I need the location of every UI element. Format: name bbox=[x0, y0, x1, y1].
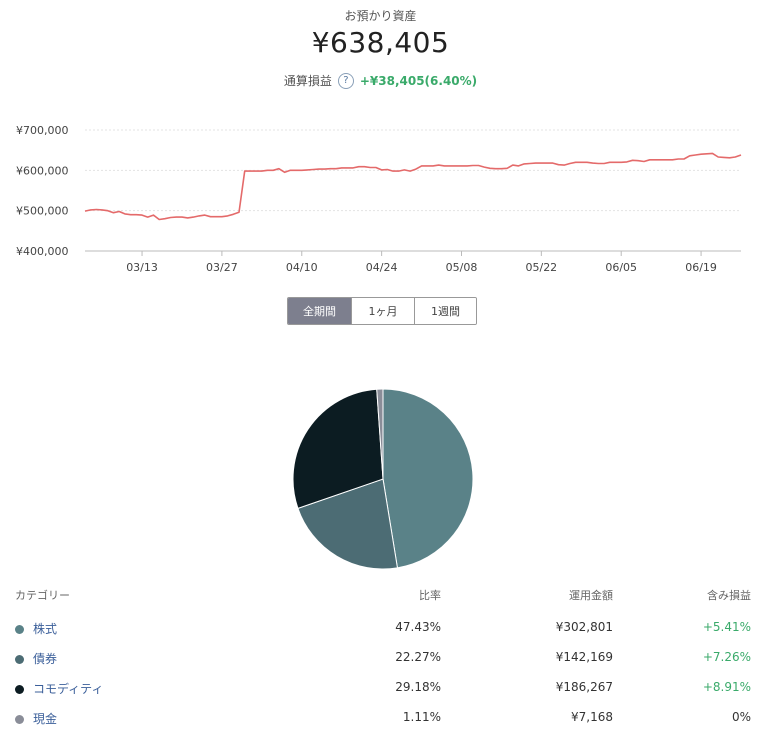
category-link-bonds[interactable]: 債券 bbox=[33, 652, 58, 666]
pl-value: +7.26% bbox=[702, 650, 751, 664]
amount-value: ¥302,801 bbox=[555, 620, 613, 634]
pl-value: +5.41% bbox=[702, 620, 751, 634]
y-tick-label: ¥600,000 bbox=[16, 164, 69, 177]
amount-value: ¥186,267 bbox=[555, 680, 613, 694]
y-tick-label: ¥500,000 bbox=[16, 205, 69, 218]
ratio-value: 29.18% bbox=[395, 680, 441, 694]
y-tick-label: ¥700,000 bbox=[16, 124, 69, 137]
pie-slice bbox=[376, 388, 384, 480]
pie-slice bbox=[292, 388, 384, 510]
x-tick-label: 03/13 bbox=[126, 261, 158, 274]
table-header: カテゴリー 比率 運用金額 含み損益 bbox=[0, 587, 761, 607]
legend-dot bbox=[15, 625, 24, 634]
x-tick-label: 04/10 bbox=[286, 261, 318, 274]
table-row-cash: 現金 1.11% ¥7,168 0% bbox=[0, 710, 761, 740]
x-tick-label: 05/08 bbox=[446, 261, 478, 274]
category-link-cash[interactable]: 現金 bbox=[33, 712, 58, 726]
pie-slice bbox=[382, 388, 474, 569]
col-ratio: 比率 bbox=[419, 589, 441, 602]
x-tick-label: 03/27 bbox=[206, 261, 238, 274]
table-row-stocks: 株式 47.43% ¥302,801 +5.41% bbox=[0, 620, 761, 650]
col-amount: 運用金額 bbox=[569, 589, 613, 602]
x-tick-label: 06/05 bbox=[605, 261, 637, 274]
period-1month-button[interactable]: 1ヶ月 bbox=[351, 298, 414, 324]
col-unrealized-pl: 含み損益 bbox=[707, 589, 751, 602]
allocation-pie-chart bbox=[292, 388, 474, 570]
x-tick-label: 06/19 bbox=[685, 261, 717, 274]
legend-dot bbox=[15, 715, 24, 724]
ratio-value: 1.11% bbox=[402, 710, 441, 724]
total-pl-row: 通算損益 ? +¥38,405(6.40%) bbox=[0, 72, 761, 89]
category-link-stocks[interactable]: 株式 bbox=[33, 622, 58, 636]
pl-value: +8.91% bbox=[702, 680, 751, 694]
total-pl-label: 通算損益 bbox=[283, 74, 332, 88]
period-1week-button[interactable]: 1週間 bbox=[414, 298, 476, 324]
y-tick-label: ¥400,000 bbox=[16, 245, 69, 258]
legend-dot bbox=[15, 685, 24, 694]
x-tick-label: 04/24 bbox=[366, 261, 398, 274]
legend-dot bbox=[15, 655, 24, 664]
pl-value: 0% bbox=[731, 710, 751, 724]
ratio-value: 22.27% bbox=[395, 650, 441, 664]
amount-value: ¥7,168 bbox=[571, 710, 613, 724]
help-icon[interactable]: ? bbox=[337, 72, 354, 89]
table-row-commodities: コモディティ 29.18% ¥186,267 +8.91% bbox=[0, 680, 761, 710]
amount-value: ¥142,169 bbox=[555, 650, 613, 664]
x-tick-label: 05/22 bbox=[525, 261, 557, 274]
period-selector: 全期間 1ヶ月 1週間 bbox=[287, 297, 477, 325]
asset-series-line bbox=[84, 152, 742, 221]
assets-title: お預かり資産 bbox=[344, 9, 417, 23]
table-row-bonds: 債券 22.27% ¥142,169 +7.26% bbox=[0, 650, 761, 680]
total-assets-value: ¥638,405 bbox=[311, 26, 450, 59]
col-category: カテゴリー bbox=[15, 589, 70, 602]
period-all-button[interactable]: 全期間 bbox=[288, 298, 351, 324]
ratio-value: 47.43% bbox=[395, 620, 441, 634]
pie-slice bbox=[297, 478, 399, 570]
total-pl-value: +¥38,405(6.40%) bbox=[359, 73, 478, 88]
category-link-commodities[interactable]: コモディティ bbox=[33, 682, 104, 696]
asset-line-chart: ¥700,000 ¥600,000 ¥500,000 ¥400,000 03/13 03/… bbox=[16, 124, 742, 274]
